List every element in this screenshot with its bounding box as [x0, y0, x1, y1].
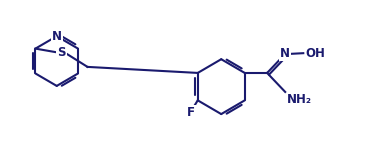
- Text: OH: OH: [305, 47, 325, 60]
- Text: N: N: [52, 30, 62, 43]
- Text: N: N: [280, 47, 290, 60]
- Text: S: S: [57, 46, 66, 60]
- Text: F: F: [187, 106, 195, 119]
- Text: NH₂: NH₂: [287, 93, 312, 106]
